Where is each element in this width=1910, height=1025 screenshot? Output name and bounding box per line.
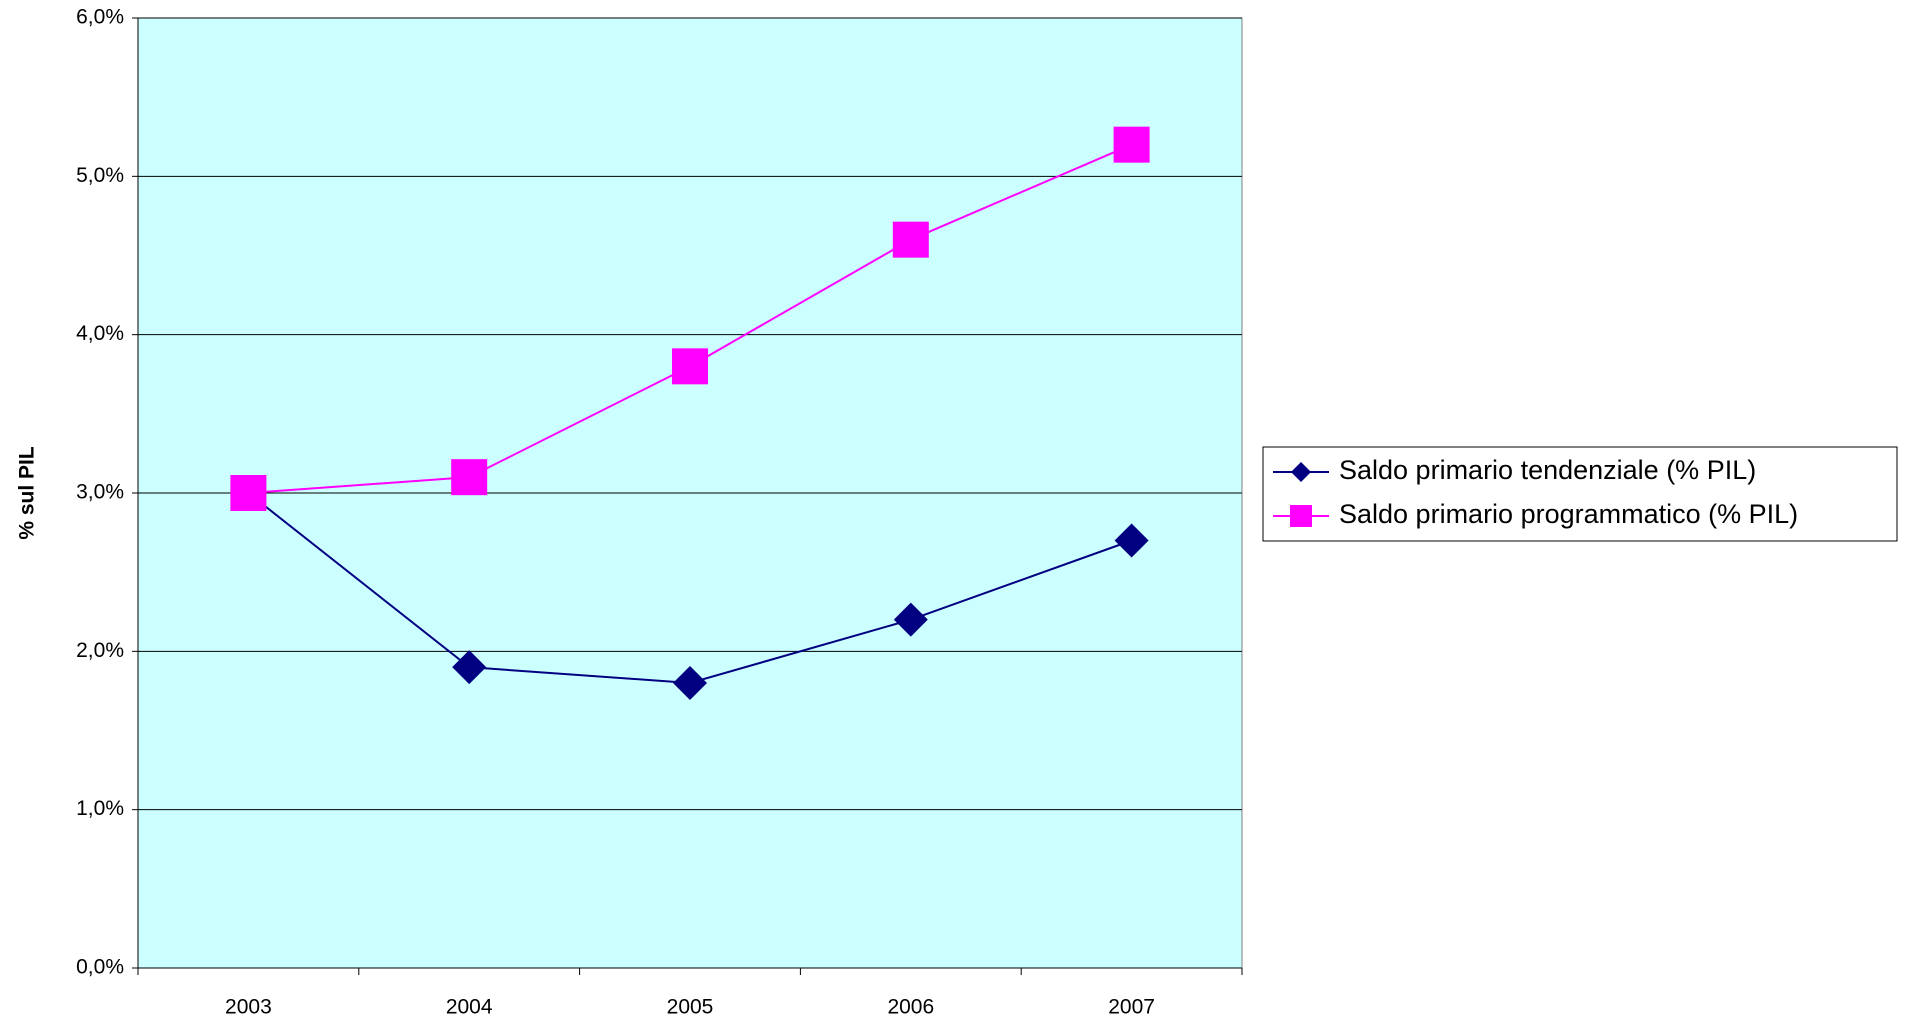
y-tick-label: 2,0% [76,639,124,662]
marker [893,602,928,637]
marker [673,666,707,700]
marker [1113,126,1150,163]
marker [230,475,267,511]
legend-label: Saldo primario programmatico (% PIL) [1339,499,1798,529]
y-tick-label: 4,0% [76,322,124,345]
marker [451,459,488,496]
x-tick-label: 2003 [225,996,272,1019]
y-tick-label: 3,0% [76,481,124,504]
x-tick-label: 2006 [887,996,934,1019]
x-tick-label: 2005 [667,996,714,1019]
y-tick-label: 6,0% [76,6,124,29]
marker [892,221,929,258]
marker [1114,523,1149,558]
marker [672,348,708,385]
y-tick-label: 1,0% [76,797,124,820]
y-tick-label: 5,0% [76,164,124,187]
marker [1290,505,1312,527]
x-tick-label: 2004 [446,996,493,1019]
y-tick-label: 0,0% [76,956,124,979]
legend-label: Saldo primario tendenziale (% PIL) [1339,455,1756,485]
x-tick-label: 2007 [1108,996,1155,1019]
y-axis-label: % sul PIL [16,446,39,540]
legend-box [1262,446,1898,542]
marker [1291,462,1311,482]
marker [452,650,487,685]
